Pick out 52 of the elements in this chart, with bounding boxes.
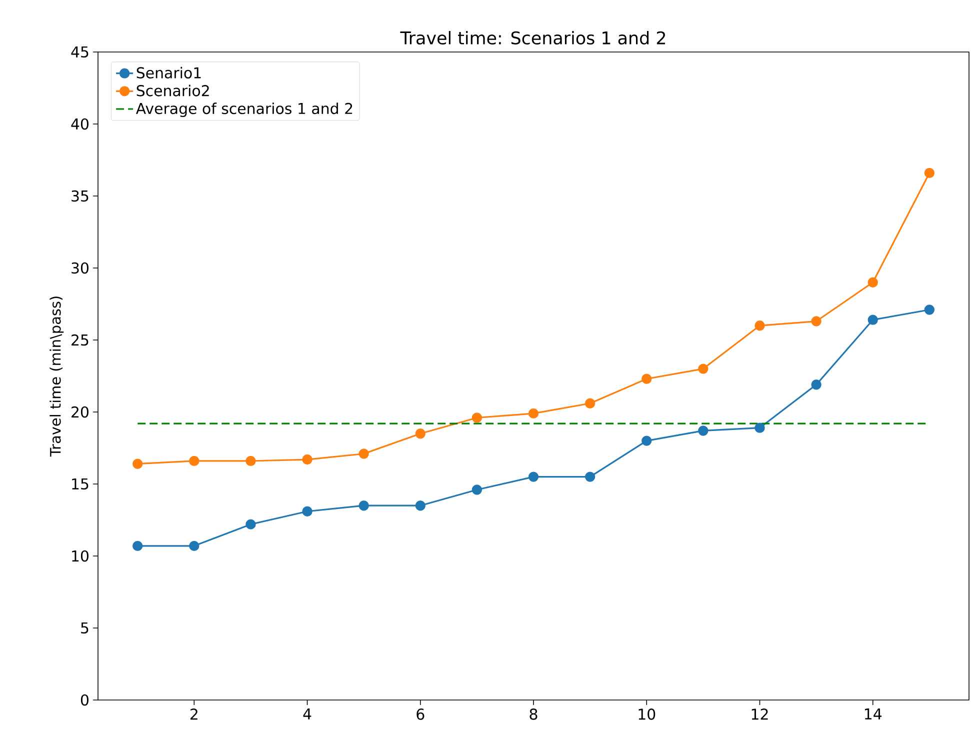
point	[189, 540, 200, 552]
point	[472, 412, 482, 423]
y-axis-title: Travel time (min\pass)	[50, 296, 64, 457]
y-tick-label: 35	[72, 190, 88, 202]
x-tick-label: 8	[530, 708, 538, 720]
point	[642, 374, 652, 384]
y-tick-label: 0	[80, 694, 88, 706]
point	[246, 519, 256, 530]
y-tick-label: 5	[81, 622, 88, 634]
x-tick-label: 6	[416, 708, 424, 720]
point	[698, 426, 708, 436]
y-tick-label: 30	[72, 262, 88, 274]
point	[924, 168, 935, 178]
legend-label: Average of scenarios 1 and 2	[136, 102, 352, 118]
legend-label: Senario1	[136, 66, 201, 78]
point	[189, 456, 200, 466]
point	[698, 364, 708, 374]
point	[472, 484, 482, 495]
x-tick-label: 14	[864, 708, 882, 720]
point	[924, 304, 935, 315]
point	[868, 277, 878, 288]
point	[868, 314, 878, 325]
point	[246, 456, 256, 466]
y-tick-label: 40	[71, 118, 88, 130]
y-tick-label: 20	[72, 406, 88, 418]
y-tick-label: 10	[72, 550, 88, 562]
point	[415, 428, 426, 439]
point	[528, 408, 539, 419]
point	[811, 380, 822, 390]
point	[584, 472, 596, 482]
point	[642, 436, 652, 446]
point	[754, 422, 765, 433]
x-tick-label: 4	[303, 708, 312, 720]
y-tick-label: 15	[72, 478, 88, 490]
x-tick-label: 2	[190, 708, 198, 720]
chart-title: Travel time: Scenarios 1 and 2	[400, 31, 666, 44]
point	[302, 506, 312, 516]
point	[528, 472, 539, 482]
point	[811, 316, 822, 326]
point	[132, 540, 143, 552]
y-tick-label: 45	[71, 46, 88, 58]
point	[302, 454, 312, 465]
y-tick-label: 25	[72, 334, 88, 346]
point	[754, 320, 765, 331]
point	[132, 458, 143, 469]
point	[358, 448, 369, 459]
x-tick-label: 10	[638, 708, 656, 720]
x-tick-label: 12	[752, 708, 768, 720]
point	[415, 500, 426, 511]
legend-label: Scenario2	[136, 84, 209, 96]
point	[584, 398, 596, 408]
point	[358, 500, 369, 511]
